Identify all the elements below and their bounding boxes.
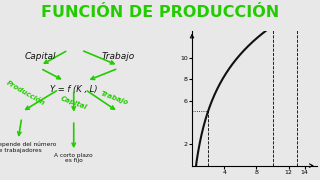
Text: Capital: Capital — [60, 95, 88, 110]
Text: Sólo depende del número
de trabajadores: Sólo depende del número de trabajadores — [0, 141, 56, 153]
Text: Trabajo: Trabajo — [102, 52, 135, 61]
Text: A corto plazo
es fijo: A corto plazo es fijo — [54, 152, 93, 163]
Text: Trabajo: Trabajo — [100, 91, 129, 106]
Text: Capital: Capital — [25, 52, 56, 61]
Text: FUNCIÓN DE PRODUCCIÓN: FUNCIÓN DE PRODUCCIÓN — [41, 5, 279, 20]
Text: Y = f (K , L): Y = f (K , L) — [50, 85, 98, 94]
Text: Producción: Producción — [5, 79, 46, 106]
